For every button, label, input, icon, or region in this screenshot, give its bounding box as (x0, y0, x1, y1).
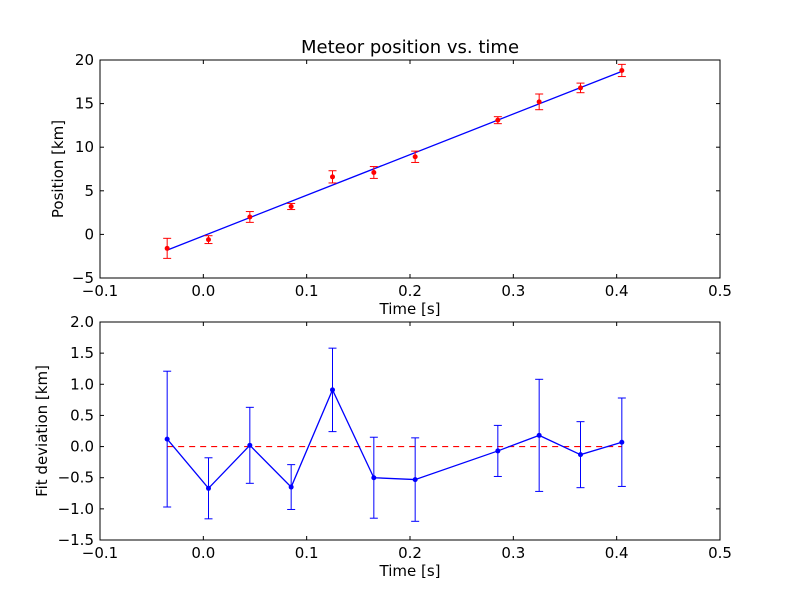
data-point (412, 154, 418, 160)
data-point (578, 452, 583, 458)
x-tick-label: 0.5 (708, 282, 732, 300)
data-point (288, 203, 294, 209)
y-tick-label: −1.5 (58, 531, 94, 549)
x-tick-label: 0.2 (398, 282, 422, 300)
data-point (371, 475, 377, 481)
data-point (206, 237, 211, 243)
deviation-chart: −0.1 0.0 0.1 0.2 0.3 0.4 0.5 −1.5 −1.0 −0.5 0.0 0.5… (33, 313, 732, 580)
data-point (536, 99, 542, 105)
position-y-axis-label: Position [km] (49, 120, 67, 218)
deviation-axis-ticks: −0.1 0.0 0.1 0.2 0.3 0.4 0.5 −1.5 −1.0 −0.5 0.0 0.5… (58, 313, 732, 562)
x-tick-label: 0.0 (191, 544, 215, 562)
data-point (412, 477, 418, 483)
data-point (578, 85, 583, 91)
deviation-plot-area (163, 347, 626, 522)
x-tick-label: 0.5 (708, 544, 732, 562)
data-point (619, 439, 625, 445)
x-tick-label: −0.1 (82, 282, 118, 300)
x-tick-label: 0.3 (501, 544, 525, 562)
position-plot-area (163, 63, 626, 259)
fit-line (166, 70, 623, 251)
y-tick-label: 0 (84, 225, 94, 243)
y-tick-label: 0.5 (70, 406, 94, 424)
y-tick-label: 10 (75, 138, 94, 156)
data-point (247, 442, 253, 448)
chart-title: Meteor position vs. time (301, 37, 519, 58)
data-point (495, 117, 501, 123)
data-point (536, 432, 542, 438)
position-chart: Meteor position vs. time −0.1 0.0 0.1 0.2 0.… (49, 37, 732, 318)
data-point (371, 169, 377, 175)
data-point (330, 387, 335, 393)
y-tick-label: 5 (84, 182, 94, 200)
data-point (495, 448, 501, 454)
y-tick-label: 0.0 (70, 438, 94, 456)
x-tick-label: 0.4 (605, 282, 629, 300)
y-tick-label: 15 (75, 95, 94, 113)
data-point (330, 174, 335, 180)
y-tick-label: 1.0 (70, 375, 94, 393)
x-tick-label: 0.2 (398, 544, 422, 562)
deviation-y-axis-label: Fit deviation [km] (33, 365, 51, 497)
x-tick-label: 0.1 (295, 544, 319, 562)
data-point (206, 485, 211, 491)
x-tick-label: −0.1 (82, 544, 118, 562)
x-tick-label: 0.3 (501, 282, 525, 300)
data-point (164, 436, 170, 442)
data-point (288, 484, 294, 490)
deviation-x-axis-label: Time [s] (379, 562, 441, 580)
y-tick-label: 1.5 (70, 344, 94, 362)
y-tick-label: −5 (72, 269, 94, 287)
y-tick-label: 20 (75, 51, 94, 69)
x-tick-label: 0.1 (295, 282, 319, 300)
position-axis-ticks: −0.1 0.0 0.1 0.2 0.3 0.4 0.5 −5 0 5 10 15 20 (72, 51, 732, 300)
y-tick-label: −0.5 (58, 469, 94, 487)
y-tick-label: −1.0 (58, 500, 94, 518)
position-x-axis-label: Time [s] (379, 300, 441, 318)
data-point (247, 214, 253, 220)
x-tick-label: 0.4 (605, 544, 629, 562)
y-tick-label: 2.0 (70, 313, 94, 331)
data-point (164, 245, 170, 251)
data-point (619, 67, 625, 73)
x-tick-label: 0.0 (191, 282, 215, 300)
